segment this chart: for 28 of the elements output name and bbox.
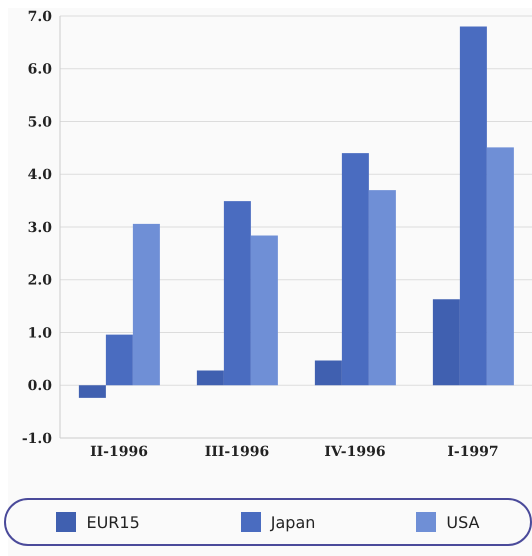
y-tick-label: 4.0 <box>28 167 52 184</box>
bar <box>486 147 514 386</box>
legend-label: USA <box>446 512 480 532</box>
x-tick-label: III-1996 <box>204 444 270 460</box>
x-tick-label: II-1996 <box>90 444 148 460</box>
legend-label: EUR15 <box>86 512 140 532</box>
bar <box>106 334 133 386</box>
bar <box>432 299 460 386</box>
y-tick-label: 5.0 <box>28 114 52 130</box>
x-tick-label: IV-1996 <box>324 444 386 460</box>
bar <box>368 190 396 386</box>
legend-label: Japan <box>270 512 316 532</box>
bar <box>196 370 224 386</box>
bar <box>78 385 106 398</box>
y-tick-label: 6.0 <box>28 62 52 78</box>
y-tick-label: 1.0 <box>28 325 52 342</box>
bar <box>314 360 342 386</box>
bar <box>342 153 369 386</box>
bar <box>224 201 251 386</box>
x-tick-label: I-1997 <box>447 444 499 460</box>
y-tick-label: 7.0 <box>28 8 52 25</box>
bar <box>132 224 160 386</box>
y-tick-label: -1.0 <box>22 430 52 447</box>
bar <box>250 235 278 386</box>
y-tick-label: 2.0 <box>28 272 52 289</box>
bar <box>460 26 487 386</box>
y-tick-label: 0.0 <box>28 378 52 394</box>
y-tick-label: 3.0 <box>28 220 52 236</box>
